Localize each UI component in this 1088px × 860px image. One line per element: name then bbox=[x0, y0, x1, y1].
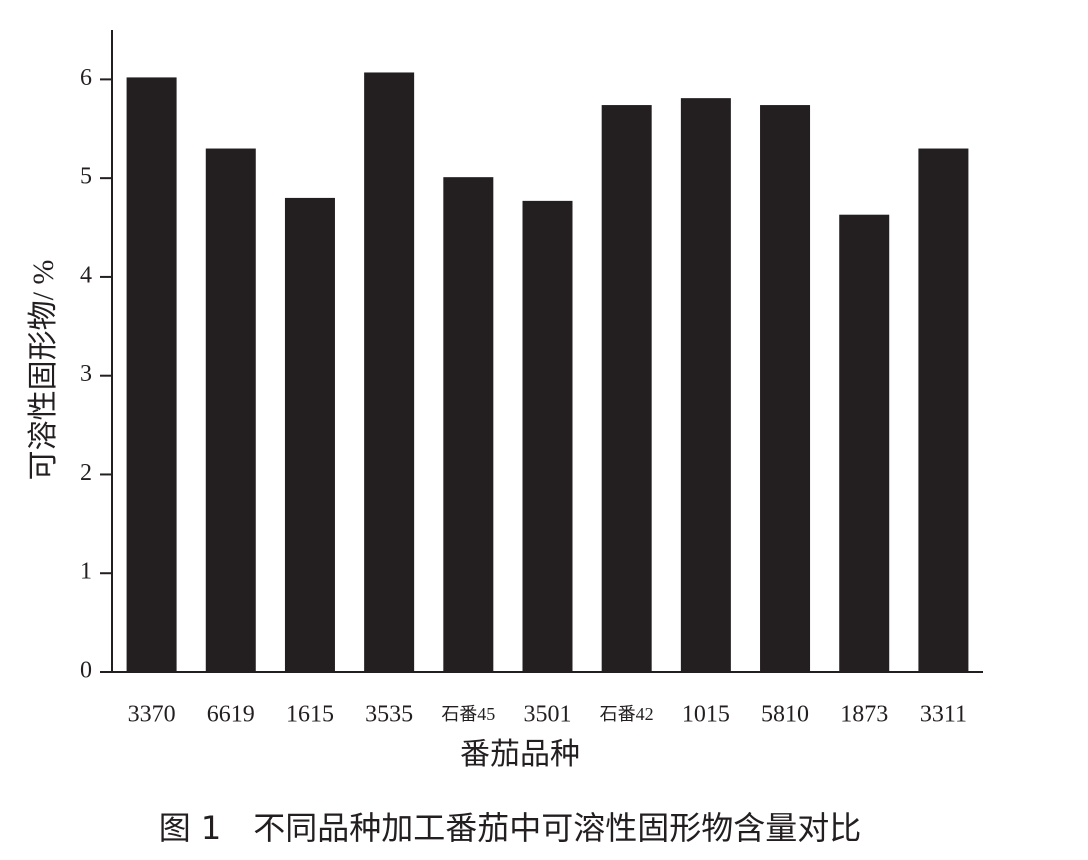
x-tick-label: 5810 bbox=[761, 702, 809, 728]
y-axis-label: 可溶性固形物/ % bbox=[27, 260, 60, 481]
x-tick-label: 石番42 bbox=[600, 704, 654, 724]
y-tick-label: 2 bbox=[80, 460, 92, 486]
x-tick-label: 3501 bbox=[524, 702, 572, 728]
y-tick-label: 1 bbox=[80, 559, 92, 585]
x-axis-label: 番茄品种 bbox=[460, 738, 580, 771]
y-tick-label: 0 bbox=[80, 658, 92, 684]
bar bbox=[205, 148, 256, 672]
x-tick-label: 3311 bbox=[920, 702, 967, 728]
y-tick-label: 6 bbox=[80, 65, 92, 91]
bar bbox=[918, 148, 969, 672]
y-tick-label: 5 bbox=[80, 164, 92, 190]
bar bbox=[760, 105, 811, 672]
x-tick-label: 1873 bbox=[840, 702, 888, 728]
bar bbox=[364, 72, 415, 673]
figure-caption: 图 1 不同品种加工番茄中可溶性固形物含量对比 bbox=[159, 809, 862, 847]
bar bbox=[522, 200, 573, 672]
y-tick-label: 3 bbox=[80, 361, 92, 387]
bar bbox=[839, 214, 890, 672]
x-tick-label: 1615 bbox=[286, 702, 334, 728]
y-tick-label: 4 bbox=[80, 262, 92, 288]
x-tick-label: 石番45 bbox=[441, 704, 495, 724]
bar bbox=[443, 177, 494, 673]
bar bbox=[601, 105, 652, 672]
bar bbox=[126, 77, 177, 672]
x-tick-label: 3535 bbox=[365, 702, 413, 728]
bar bbox=[284, 197, 335, 672]
x-tick-label: 3370 bbox=[128, 702, 176, 728]
x-tick-label: 1015 bbox=[682, 702, 730, 728]
bar bbox=[680, 98, 731, 673]
x-tick-label: 6619 bbox=[207, 702, 255, 728]
